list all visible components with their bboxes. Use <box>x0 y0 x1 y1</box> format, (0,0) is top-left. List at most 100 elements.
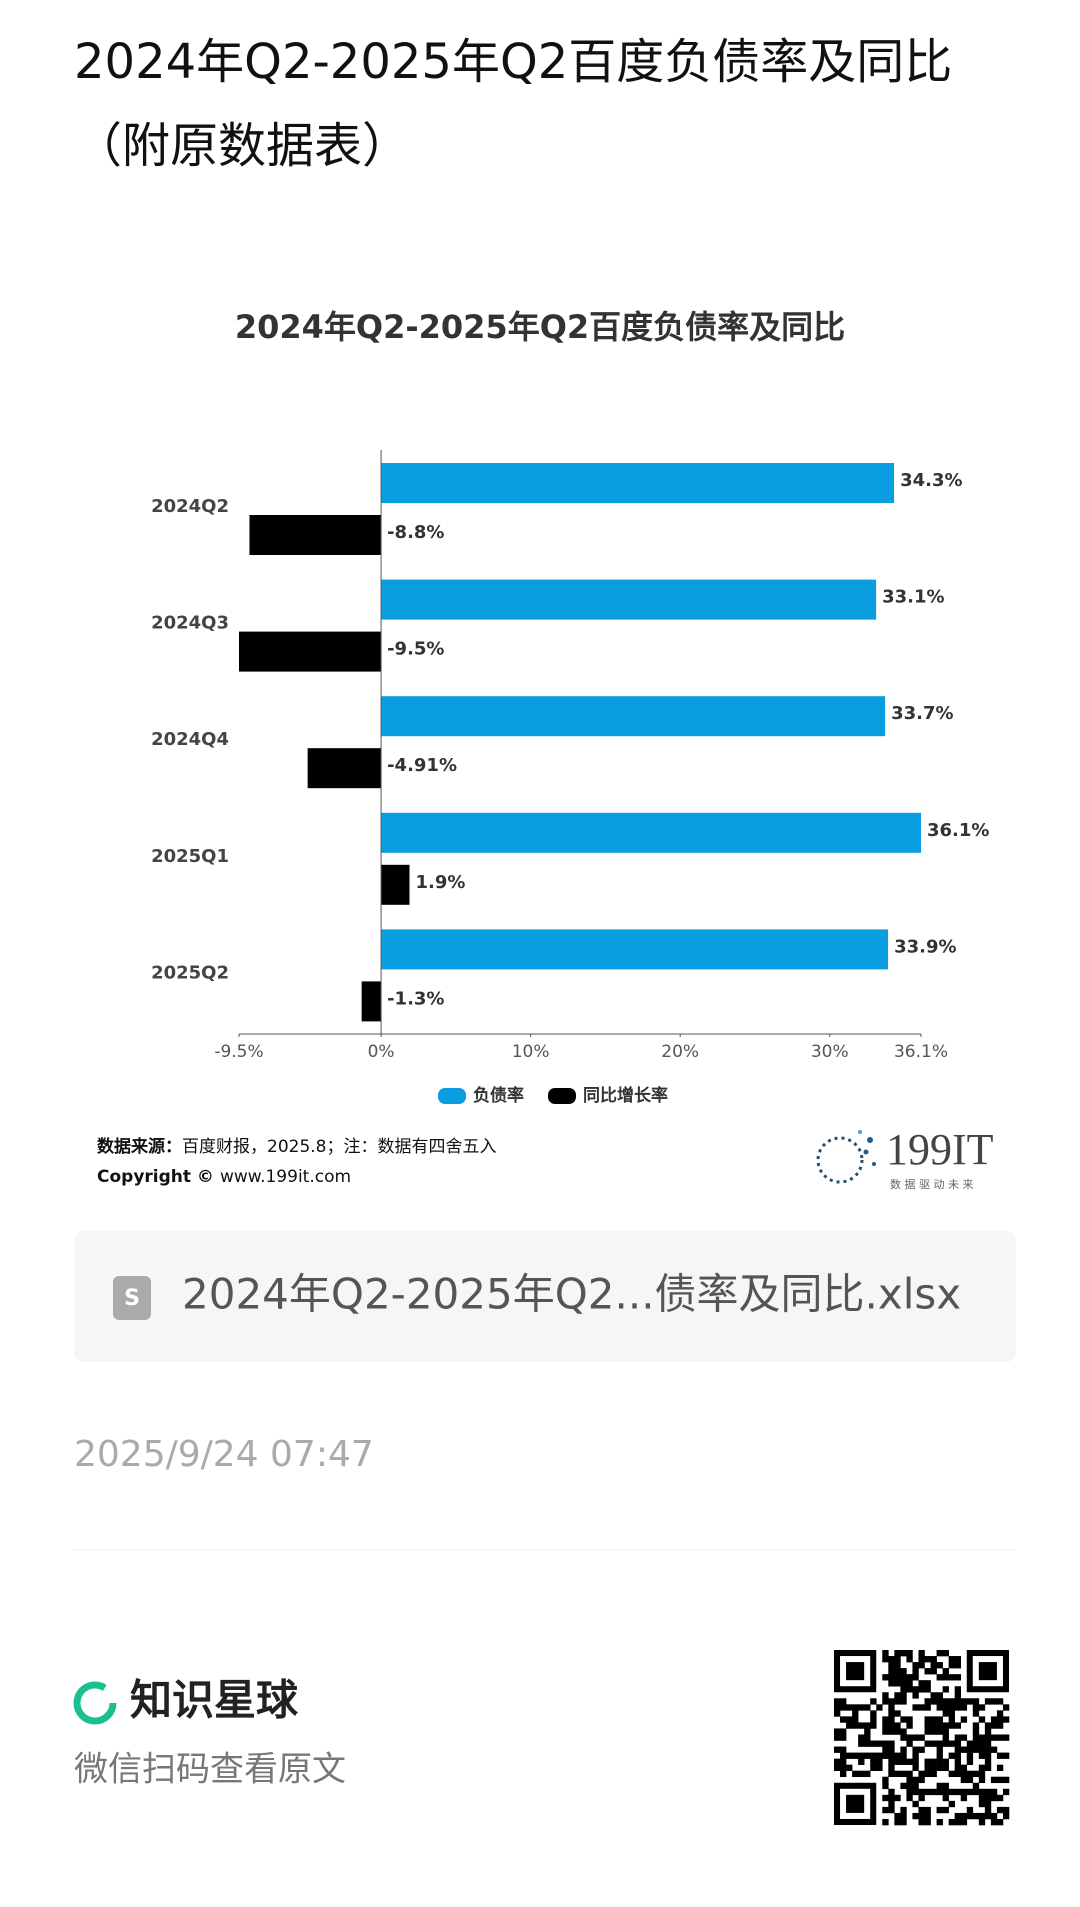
qr-module <box>894 1758 901 1765</box>
qr-module <box>936 1722 943 1729</box>
qr-module <box>972 1746 980 1753</box>
qr-module <box>990 1818 998 1826</box>
qr-module <box>888 1788 895 1796</box>
qr-module <box>918 1812 925 1820</box>
qr-module <box>972 1770 980 1778</box>
qr-module <box>852 1704 859 1711</box>
qr-module <box>840 1764 847 1771</box>
file-card[interactable] <box>74 1231 1016 1362</box>
qr-module <box>930 1758 937 1765</box>
qr-module <box>972 1734 980 1741</box>
qr-module <box>888 1800 895 1808</box>
qr-module <box>876 1758 883 1765</box>
qr-module <box>972 1740 980 1747</box>
qr-module <box>996 1698 1004 1705</box>
qr-module <box>984 1728 992 1735</box>
qr-module <box>870 1716 877 1723</box>
qr-module <box>888 1674 895 1681</box>
qr-module <box>870 1740 877 1747</box>
qr-module <box>984 1746 992 1753</box>
qr-module <box>984 1722 992 1729</box>
qr-module <box>930 1722 937 1729</box>
category-label: 2025Q2 <box>151 962 229 983</box>
qr-module <box>966 1746 974 1753</box>
qr-module <box>876 1704 883 1711</box>
qr-module <box>948 1656 955 1663</box>
qr-module <box>984 1752 992 1759</box>
qr-module <box>900 1746 907 1753</box>
qr-module <box>996 1722 1004 1729</box>
qr-module <box>840 1716 847 1723</box>
value-label: -4.91% <box>387 755 457 776</box>
qr-module <box>954 1764 962 1771</box>
qr-module <box>894 1818 901 1826</box>
qr-module <box>846 1722 853 1729</box>
qr-module <box>906 1722 913 1729</box>
qr-module <box>834 1728 841 1735</box>
qr-module <box>954 1746 962 1753</box>
logo-icon <box>816 1136 864 1184</box>
qr-module <box>1002 1734 1010 1741</box>
file-name[interactable]: 2024年Q2-2025年Q2...债率及同比.xlsx <box>182 1270 961 1319</box>
category-label: 2024Q3 <box>151 613 229 634</box>
logo-dot <box>858 1130 862 1134</box>
category-label: 2025Q1 <box>151 846 229 867</box>
qr-module <box>948 1698 955 1705</box>
x-tick-label: -9.5% <box>214 1042 263 1062</box>
qr-module <box>918 1788 925 1796</box>
qr-module <box>906 1716 913 1723</box>
qr-module <box>894 1674 901 1681</box>
qr-module <box>840 1770 847 1778</box>
qr-module <box>948 1674 955 1681</box>
qr-module <box>954 1656 962 1663</box>
qr-module <box>960 1788 968 1796</box>
qr-module <box>912 1674 919 1681</box>
qr-module <box>858 1758 865 1765</box>
bar <box>239 631 382 672</box>
qr-module <box>942 1668 949 1675</box>
qr-module <box>882 1818 889 1826</box>
qr-module <box>984 1800 992 1808</box>
qr-module <box>984 1788 992 1796</box>
qr-module <box>918 1686 925 1693</box>
source-label: 数据来源：百度财报，2025.8；注：数据有四舍五入 <box>97 1136 496 1157</box>
qr-module <box>960 1764 968 1771</box>
qr-module <box>894 1650 901 1657</box>
qr-module <box>954 1812 962 1820</box>
qr-module <box>930 1740 937 1747</box>
qr-module <box>924 1680 931 1687</box>
qr-module <box>972 1728 980 1735</box>
qr-module <box>966 1752 974 1759</box>
qr-module <box>900 1716 907 1723</box>
qr-module <box>936 1740 943 1747</box>
qr-module <box>918 1818 925 1826</box>
qr-module <box>876 1740 883 1747</box>
brand-icon <box>73 1681 117 1725</box>
qr-module <box>900 1752 907 1759</box>
qr-module <box>918 1770 925 1778</box>
legend-swatch <box>438 1088 466 1104</box>
qr-module <box>960 1770 968 1778</box>
qr-module <box>900 1758 907 1765</box>
qr-finder <box>846 1794 865 1813</box>
qr-module <box>912 1734 919 1741</box>
qr-module <box>954 1674 962 1681</box>
brand: 知识星球 <box>130 1676 299 1725</box>
qr-module <box>864 1752 871 1759</box>
qr-module <box>948 1788 955 1796</box>
qr-module <box>936 1746 943 1753</box>
qr-module <box>894 1668 901 1675</box>
qr-module <box>948 1740 955 1747</box>
qr-module <box>966 1812 974 1820</box>
logo-dots <box>816 1130 876 1184</box>
qr-module <box>888 1752 895 1759</box>
qr-module <box>864 1740 871 1747</box>
qr-module <box>954 1788 962 1796</box>
qr-module <box>870 1698 877 1705</box>
qr-module <box>834 1734 841 1741</box>
qr-module <box>906 1740 913 1747</box>
legend-label: 负债率 <box>473 1085 524 1106</box>
copyright: Copyright © www.199it.com <box>97 1167 351 1187</box>
qr-module <box>858 1752 865 1759</box>
